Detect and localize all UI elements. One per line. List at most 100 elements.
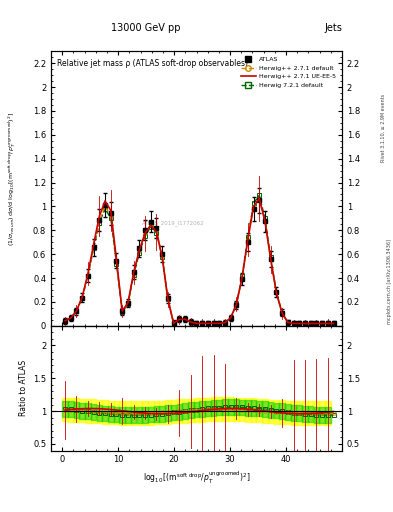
Herwig 7.2.1 default [183,316,187,322]
Text: 13000 GeV pp: 13000 GeV pp [111,23,180,33]
Herwig++ 2.7.1 default [137,248,142,254]
Herwig++ 2.7.1 UE-EE-5 [240,274,244,280]
Herwig 7.2.1 default [177,316,182,323]
Herwig++ 2.7.1 default [188,319,193,325]
Herwig++ 2.7.1 default [303,321,307,327]
Herwig++ 2.7.1 default [165,295,170,302]
Herwig 7.2.1 default [194,320,199,326]
Herwig 7.2.1 default [297,321,301,327]
Herwig++ 2.7.1 UE-EE-5 [86,271,90,277]
Herwig++ 2.7.1 UE-EE-5 [183,316,187,323]
Herwig++ 2.7.1 UE-EE-5 [120,308,125,314]
Herwig++ 2.7.1 UE-EE-5 [194,321,199,327]
Herwig 7.2.1 default [68,315,73,321]
Herwig++ 2.7.1 UE-EE-5 [223,319,228,326]
Herwig 7.2.1 default [86,273,90,279]
Herwig 7.2.1 default [149,224,153,230]
Herwig 7.2.1 default [131,272,136,279]
Herwig 7.2.1 default [143,232,147,239]
Herwig 7.2.1 default [331,321,336,327]
Line: Herwig++ 2.7.1 default: Herwig++ 2.7.1 default [65,199,334,324]
Herwig 7.2.1 default [234,301,239,307]
Herwig++ 2.7.1 UE-EE-5 [234,301,239,307]
Herwig++ 2.7.1 UE-EE-5 [114,257,119,263]
Herwig++ 2.7.1 default [234,302,239,308]
Herwig++ 2.7.1 default [268,256,273,262]
Herwig++ 2.7.1 default [285,319,290,326]
Herwig++ 2.7.1 UE-EE-5 [331,321,336,327]
Herwig 7.2.1 default [257,192,262,198]
Herwig 7.2.1 default [303,321,307,327]
Herwig++ 2.7.1 default [331,321,336,327]
Herwig++ 2.7.1 default [143,230,147,236]
Text: Jets: Jets [324,23,342,33]
Text: $(1/\sigma_{resum})$ d$\sigma$/d log$_{10}$[(m$^{\rm soft\ drop}/p_T^{\rm ungroo: $(1/\sigma_{resum})$ d$\sigma$/d log$_{1… [6,112,18,246]
Herwig++ 2.7.1 UE-EE-5 [80,294,84,300]
Herwig++ 2.7.1 UE-EE-5 [206,320,210,326]
Herwig++ 2.7.1 UE-EE-5 [211,320,216,326]
Herwig++ 2.7.1 UE-EE-5 [325,321,330,327]
Herwig++ 2.7.1 default [280,310,285,316]
Text: mcplots.cern.ch [arXiv:1306.3436]: mcplots.cern.ch [arXiv:1306.3436] [387,239,391,324]
Y-axis label: Ratio to ATLAS: Ratio to ATLAS [18,360,28,416]
Herwig++ 2.7.1 default [274,290,279,296]
Herwig 7.2.1 default [171,320,176,326]
Herwig++ 2.7.1 UE-EE-5 [228,315,233,321]
Herwig 7.2.1 default [165,296,170,302]
Herwig 7.2.1 default [240,273,244,279]
Herwig++ 2.7.1 default [63,318,68,324]
Herwig++ 2.7.1 default [177,316,182,322]
Herwig 7.2.1 default [97,220,102,226]
Herwig++ 2.7.1 default [297,321,301,327]
Herwig++ 2.7.1 UE-EE-5 [268,256,273,262]
Herwig++ 2.7.1 default [68,315,73,321]
Herwig++ 2.7.1 UE-EE-5 [291,321,296,327]
Herwig++ 2.7.1 UE-EE-5 [303,321,307,327]
Text: Rivet 3.1.10, ≥ 2.9M events: Rivet 3.1.10, ≥ 2.9M events [381,94,386,162]
Herwig++ 2.7.1 default [291,321,296,327]
Herwig 7.2.1 default [125,301,130,307]
Herwig 7.2.1 default [251,200,256,206]
Herwig 7.2.1 default [274,289,279,295]
Herwig++ 2.7.1 UE-EE-5 [131,270,136,276]
Herwig 7.2.1 default [103,206,107,212]
Herwig 7.2.1 default [188,319,193,325]
Herwig 7.2.1 default [63,317,68,324]
Herwig 7.2.1 default [91,245,96,251]
Text: Relative jet mass ρ (ATLAS soft-drop observables): Relative jet mass ρ (ATLAS soft-drop obs… [57,59,248,69]
Herwig++ 2.7.1 default [217,320,222,326]
Herwig++ 2.7.1 UE-EE-5 [217,320,222,326]
Herwig++ 2.7.1 UE-EE-5 [154,229,159,235]
Text: ATLAS_2019_I1772062: ATLAS_2019_I1772062 [142,220,204,226]
Herwig 7.2.1 default [211,320,216,326]
Herwig 7.2.1 default [263,215,267,221]
Herwig 7.2.1 default [114,261,119,267]
Herwig 7.2.1 default [228,314,233,321]
Herwig++ 2.7.1 UE-EE-5 [188,319,193,325]
Herwig++ 2.7.1 UE-EE-5 [314,321,319,327]
Herwig++ 2.7.1 default [171,320,176,326]
Herwig++ 2.7.1 UE-EE-5 [200,321,204,327]
Herwig 7.2.1 default [320,321,325,327]
Herwig++ 2.7.1 default [206,320,210,326]
Herwig 7.2.1 default [223,319,228,326]
Herwig++ 2.7.1 default [257,196,262,202]
Herwig 7.2.1 default [285,319,290,325]
Herwig 7.2.1 default [325,321,330,327]
Line: Herwig 7.2.1 default: Herwig 7.2.1 default [65,195,334,324]
Herwig 7.2.1 default [206,320,210,326]
Herwig++ 2.7.1 UE-EE-5 [280,310,285,316]
Herwig++ 2.7.1 UE-EE-5 [177,316,182,323]
Herwig++ 2.7.1 default [223,319,228,326]
Herwig++ 2.7.1 default [228,315,233,321]
Herwig 7.2.1 default [217,320,222,326]
Herwig++ 2.7.1 default [314,321,319,327]
X-axis label: $\log_{10}$[(m$^{\rm soft\ drop}/p_T^{\rm ungroomed})^2$]: $\log_{10}$[(m$^{\rm soft\ drop}/p_T^{\r… [143,470,250,486]
Herwig++ 2.7.1 UE-EE-5 [68,315,73,321]
Herwig++ 2.7.1 default [80,294,84,301]
Herwig 7.2.1 default [74,308,79,314]
Herwig++ 2.7.1 UE-EE-5 [274,290,279,296]
Herwig++ 2.7.1 default [309,321,313,327]
Herwig 7.2.1 default [154,230,159,236]
Herwig++ 2.7.1 default [325,321,330,327]
